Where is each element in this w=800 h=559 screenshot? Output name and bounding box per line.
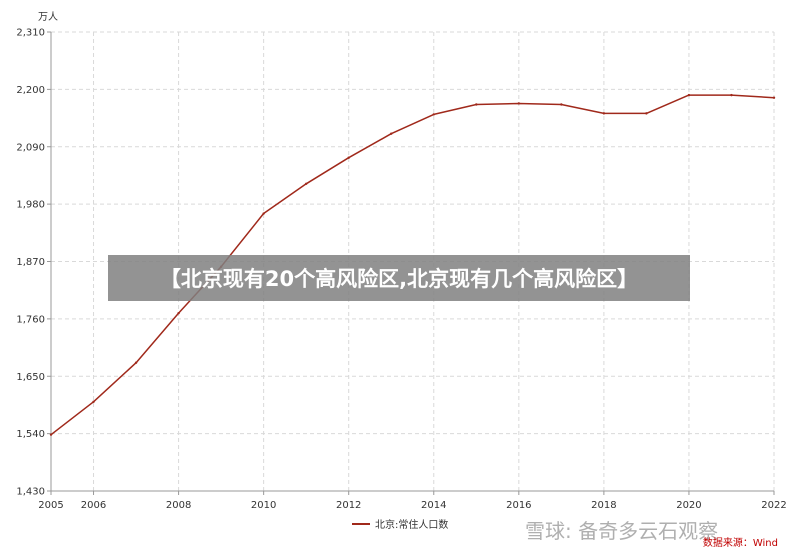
data-point bbox=[92, 400, 95, 404]
data-point bbox=[432, 113, 435, 116]
x-tick-label: 2022 bbox=[761, 500, 786, 511]
source-note: 数据来源：Wind bbox=[702, 538, 778, 549]
y-tick-label: 2,090 bbox=[16, 142, 45, 153]
data-point bbox=[645, 112, 648, 115]
y-tick-label: 2,200 bbox=[16, 85, 45, 96]
series-layer bbox=[49, 93, 776, 436]
y-tick-label: 2,310 bbox=[16, 28, 45, 39]
data-point bbox=[304, 182, 308, 185]
y-axis-ticks: 1,430 1,540 1,650 1,760 1,870 1,980 2,090 2,200… bbox=[16, 28, 51, 498]
x-tick-label: 2008 bbox=[166, 500, 191, 511]
y-tick-label: 1,760 bbox=[16, 314, 45, 325]
legend: 北京:常住人口数 bbox=[352, 518, 448, 531]
data-point bbox=[390, 132, 393, 135]
x-tick-label: 2005 bbox=[38, 500, 63, 511]
data-point bbox=[602, 112, 606, 115]
x-tick-label: 2014 bbox=[421, 500, 446, 511]
data-point bbox=[560, 103, 563, 106]
title-banner: 【北京现有20个高风险区,北京现有几个高风险区】 bbox=[108, 255, 690, 301]
data-point bbox=[262, 212, 265, 215]
watermark: 雪球: 备奇多云石观察 bbox=[525, 519, 719, 543]
data-point bbox=[177, 311, 180, 315]
x-tick-label: 2010 bbox=[251, 500, 276, 511]
x-axis-ticks: 2005 2006 2008 2010 2012 2014 2016 2018 2020 2022 bbox=[38, 491, 787, 511]
data-point bbox=[49, 433, 53, 436]
data-point bbox=[134, 361, 138, 364]
y-tick-label: 1,980 bbox=[16, 200, 45, 211]
series-line bbox=[50, 94, 775, 436]
legend-label: 北京:常住人口数 bbox=[375, 518, 448, 531]
data-point bbox=[772, 96, 776, 99]
y-tick-label: 1,430 bbox=[16, 487, 45, 498]
data-point bbox=[517, 102, 521, 105]
data-point bbox=[475, 103, 478, 106]
x-tick-label: 2012 bbox=[336, 500, 361, 511]
y-unit-label: 万人 bbox=[38, 11, 58, 23]
x-tick-label: 2016 bbox=[506, 500, 531, 511]
data-point bbox=[687, 93, 691, 97]
data-point bbox=[730, 93, 733, 97]
y-tick-label: 1,650 bbox=[16, 372, 45, 383]
y-tick-label: 1,870 bbox=[16, 257, 45, 268]
x-tick-label: 2018 bbox=[591, 500, 616, 511]
x-tick-label: 2020 bbox=[676, 500, 701, 511]
x-tick-label: 2006 bbox=[81, 500, 106, 511]
y-tick-label: 1,540 bbox=[16, 429, 45, 440]
data-point bbox=[347, 156, 350, 159]
